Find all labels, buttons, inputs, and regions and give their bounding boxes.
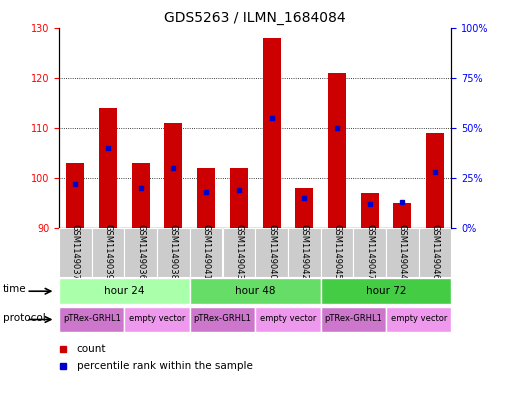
Text: percentile rank within the sample: percentile rank within the sample [76,361,252,371]
Bar [59,279,190,304]
Bar [321,228,353,277]
Bar [386,307,451,332]
Title: GDS5263 / ILMN_1684084: GDS5263 / ILMN_1684084 [164,11,346,25]
Text: empty vector: empty vector [129,314,185,323]
Text: GSM1149046: GSM1149046 [430,224,440,279]
Bar [255,228,288,277]
Bar [190,228,223,277]
Text: time: time [3,284,26,294]
Bar [165,123,183,228]
Text: GSM1149038: GSM1149038 [169,224,178,279]
Text: GSM1149043: GSM1149043 [234,224,243,279]
Bar [288,228,321,277]
Bar [59,228,92,277]
Bar [393,203,411,228]
Bar [386,228,419,277]
Bar [328,73,346,228]
Text: count: count [76,343,106,354]
Bar [321,307,386,332]
Bar [66,163,84,228]
Bar [99,108,117,228]
Text: hour 24: hour 24 [104,286,145,296]
Bar [223,228,255,277]
Bar [419,228,451,277]
Text: protocol: protocol [3,312,45,323]
Text: pTRex-GRHL1: pTRex-GRHL1 [324,314,382,323]
Bar [190,279,321,304]
Bar [190,307,255,332]
Bar [132,163,150,228]
Text: empty vector: empty vector [390,314,447,323]
Text: GSM1149040: GSM1149040 [267,224,276,279]
Bar [255,307,321,332]
Text: GSM1149042: GSM1149042 [300,224,309,279]
Text: GSM1149039: GSM1149039 [104,224,112,279]
Text: GSM1149036: GSM1149036 [136,224,145,279]
Text: GSM1149037: GSM1149037 [71,224,80,279]
Bar [92,228,124,277]
Bar [230,168,248,228]
Bar [157,228,190,277]
Text: GSM1149041: GSM1149041 [202,224,211,279]
Bar [125,228,157,277]
Bar [426,133,444,228]
Bar [353,228,386,277]
Text: hour 48: hour 48 [235,286,275,296]
Text: GSM1149045: GSM1149045 [332,224,342,279]
Bar [295,188,313,228]
Text: hour 72: hour 72 [366,286,406,296]
Bar [321,279,451,304]
Text: pTRex-GRHL1: pTRex-GRHL1 [193,314,251,323]
Text: GSM1149044: GSM1149044 [398,224,407,279]
Text: pTRex-GRHL1: pTRex-GRHL1 [63,314,121,323]
Text: empty vector: empty vector [260,314,316,323]
Bar [124,307,190,332]
Bar [59,307,124,332]
Bar [361,193,379,228]
Text: GSM1149047: GSM1149047 [365,224,374,279]
Bar [263,37,281,228]
Bar [197,168,215,228]
